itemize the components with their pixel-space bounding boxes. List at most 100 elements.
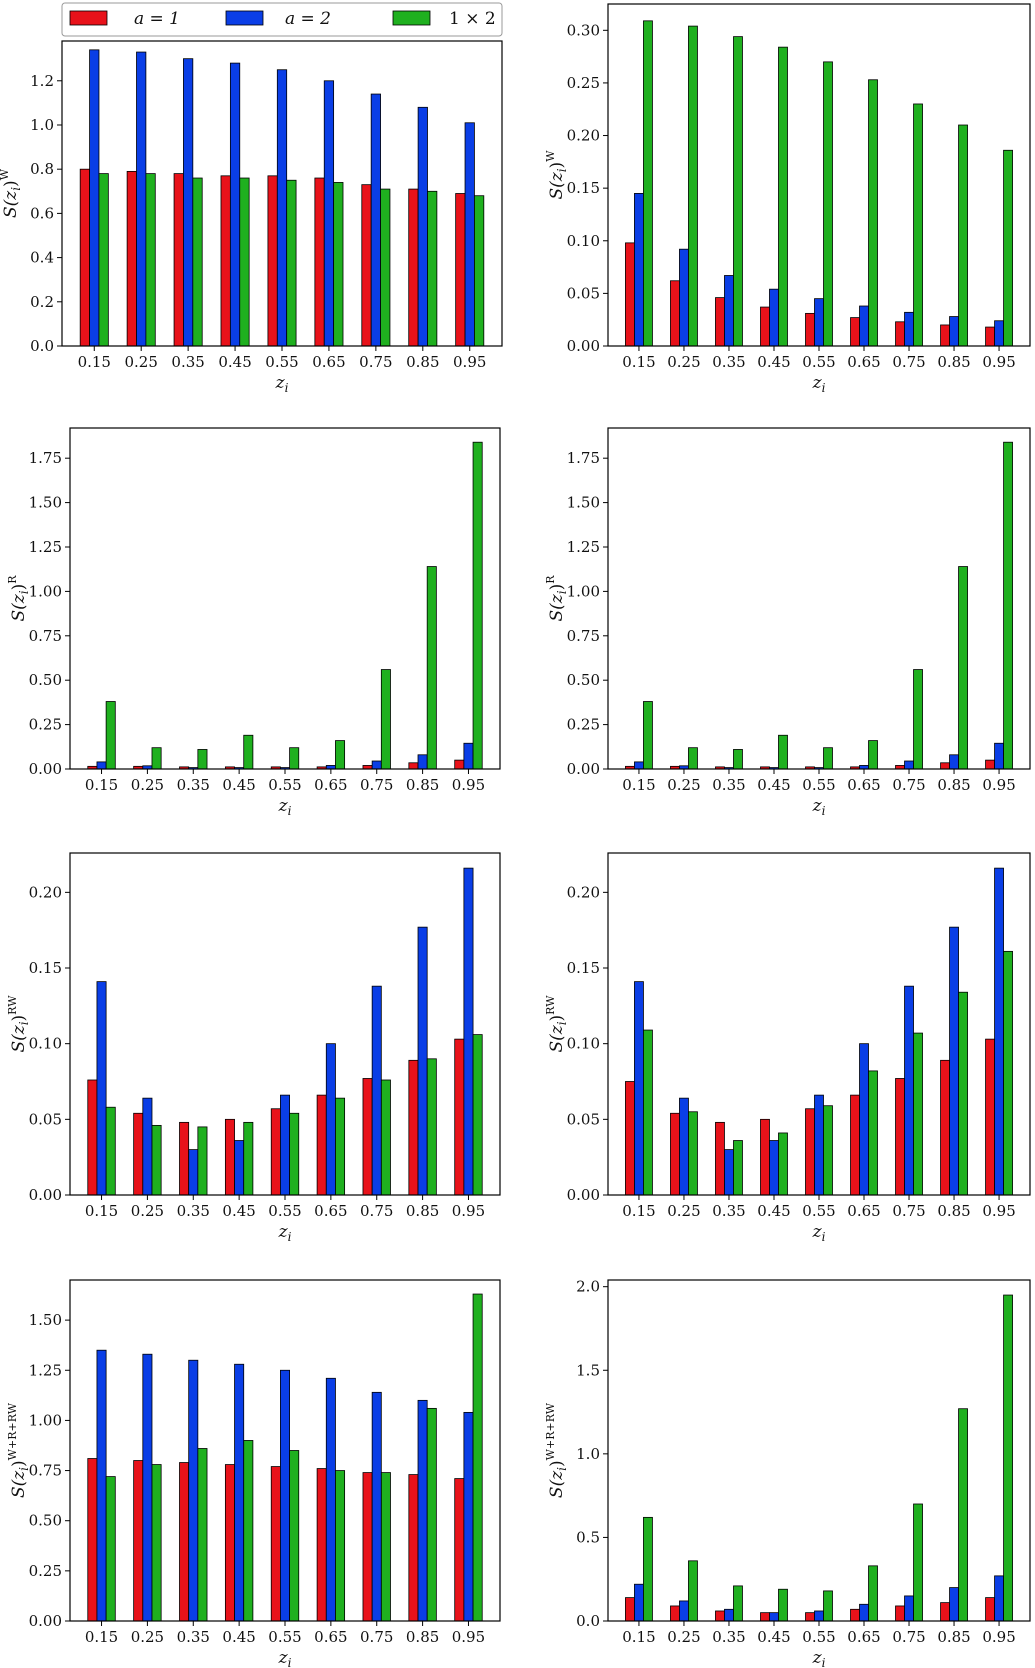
bar-series3-cat1 — [105, 1106, 116, 1196]
y-tick-label: 0.75 — [29, 627, 62, 645]
bar-series1-cat1 — [87, 1458, 98, 1622]
bar-series3-cat5 — [289, 1450, 300, 1622]
x-tick-label: 0.25 — [131, 1628, 164, 1646]
bar-series2-cat2 — [679, 1600, 689, 1622]
x-tick-label: 0.35 — [171, 353, 204, 371]
y-tick-label: 1.50 — [567, 494, 600, 512]
x-axis-label: zi — [812, 1648, 826, 1668]
y-axis-label: S(zi)R — [6, 575, 31, 622]
y-tick-label: 1.5 — [576, 1361, 600, 1379]
bar-series3-cat9 — [1003, 441, 1013, 770]
y-tick-label: 1.75 — [567, 449, 600, 467]
bar-series2-cat6 — [325, 1043, 336, 1196]
bar-series3-cat2 — [688, 747, 698, 770]
bar-series1-cat9 — [454, 1478, 465, 1622]
bar-series3-cat7 — [913, 103, 923, 347]
y-axis-label: S(zi)W+R+RW — [6, 1402, 31, 1498]
y-tick-label: 0.25 — [29, 1562, 62, 1580]
x-tick-label: 0.65 — [847, 776, 880, 794]
bar-series3-cat9 — [474, 195, 485, 347]
x-tick-label: 0.65 — [314, 776, 347, 794]
bar-series2-cat3 — [188, 1149, 199, 1196]
y-tick-label: 1.25 — [29, 538, 62, 556]
x-tick-label: 0.15 — [85, 1628, 118, 1646]
x-tick-label: 0.15 — [622, 776, 655, 794]
bar-series2-cat3 — [724, 1149, 734, 1196]
bar-series3-cat8 — [958, 1408, 968, 1622]
y-tick-label: 0.10 — [29, 1035, 62, 1053]
legend-box — [61, 2, 503, 37]
x-tick-label: 0.85 — [937, 353, 970, 371]
x-tick-label: 0.35 — [177, 1628, 210, 1646]
x-tick-label: 0.25 — [667, 1202, 700, 1220]
y-axis-label: S(zi)W+R+RW — [544, 1402, 569, 1498]
bar-series3-cat6 — [868, 79, 878, 347]
bar-series3-cat1 — [643, 20, 653, 347]
bar-series3-cat6 — [868, 740, 878, 770]
bar-series1-cat5 — [805, 312, 815, 347]
bar-series3-cat3 — [197, 1126, 208, 1196]
x-tick-label: 0.85 — [406, 1628, 439, 1646]
bar-series3-cat2 — [151, 1124, 162, 1196]
y-tick-label: 0.15 — [29, 959, 62, 977]
bar-series2-cat9 — [994, 1575, 1004, 1622]
bar-series3-cat8 — [426, 1407, 437, 1622]
bar-series3-cat8 — [426, 566, 437, 770]
y-tick-label: 0.2 — [30, 293, 54, 311]
x-tick-label: 0.35 — [177, 776, 210, 794]
x-tick-label: 0.15 — [78, 353, 111, 371]
bar-series2-cat7 — [904, 760, 914, 770]
bar-series1-cat9 — [985, 1038, 995, 1196]
bar-series3-cat5 — [823, 747, 833, 770]
bar-series2-cat5 — [814, 298, 824, 347]
bar-series3-cat4 — [778, 46, 788, 347]
x-tick-label: 0.45 — [222, 1202, 255, 1220]
bar-series2-cat1 — [634, 981, 644, 1196]
bar-series2-cat8 — [949, 926, 959, 1196]
bar-series1-cat2 — [133, 1460, 144, 1622]
x-tick-label: 0.65 — [847, 1628, 880, 1646]
x-tick-label: 0.35 — [712, 1202, 745, 1220]
bar-series1-cat1 — [625, 1081, 635, 1196]
x-tick-label: 0.45 — [757, 1628, 790, 1646]
chart-panel-3: 0.00 0.25 0.50 0.75 1.00 1.25 1.50 1.75 0.15 0.25… — [6, 427, 501, 818]
x-axis-label: zi — [812, 1222, 826, 1244]
x-tick-label: 0.75 — [892, 776, 925, 794]
y-tick-label: 0.20 — [567, 127, 600, 145]
y-tick-label: 0.50 — [29, 1512, 62, 1530]
x-tick-label: 0.95 — [982, 776, 1015, 794]
bar-series2-cat2 — [142, 1353, 153, 1622]
bar-series2-cat2 — [136, 51, 147, 347]
bar-series3-cat9 — [472, 441, 483, 770]
bar-series1-cat6 — [316, 1094, 327, 1196]
y-tick-label: 0.50 — [567, 671, 600, 689]
bar-series2-cat3 — [724, 1608, 734, 1622]
y-tick-label: 0.00 — [29, 1612, 62, 1630]
bar-series3-cat1 — [643, 701, 653, 770]
y-axis-label: S(zi)R — [544, 575, 569, 622]
bar-series2-cat1 — [96, 1349, 107, 1622]
bar-series1-cat7 — [895, 1605, 905, 1622]
bar-series2-cat7 — [371, 985, 382, 1196]
x-tick-label: 0.15 — [85, 1202, 118, 1220]
bar-series1-cat4 — [760, 1612, 770, 1622]
y-tick-label: 0.0 — [576, 1612, 600, 1630]
bar-series2-cat8 — [949, 754, 959, 770]
chart-panel-8: 0.0 0.5 1.0 1.5 2.0 0.15 0.25 0.35 0.45 0.55 0.65 0… — [544, 1278, 1031, 1668]
x-tick-label: 0.75 — [360, 1202, 393, 1220]
bar-series3-cat2 — [688, 1560, 698, 1622]
bar-series2-cat1 — [634, 193, 644, 347]
x-tick-label: 0.45 — [757, 353, 790, 371]
bar-series3-cat7 — [380, 188, 391, 347]
bar-series1-cat8 — [940, 1602, 950, 1622]
x-tick-label: 0.35 — [712, 776, 745, 794]
bar-series1-cat5 — [805, 1612, 815, 1622]
bar-series2-cat9 — [463, 1411, 474, 1622]
bar-series1-cat3 — [179, 1121, 190, 1196]
bar-series2-cat7 — [370, 93, 381, 347]
y-tick-label: 0.30 — [567, 21, 600, 39]
y-tick-label: 0.25 — [29, 716, 62, 734]
bar-series1-cat1 — [87, 1079, 98, 1196]
bar-series1-cat2 — [670, 1605, 680, 1622]
bar-series2-cat5 — [280, 1369, 290, 1622]
